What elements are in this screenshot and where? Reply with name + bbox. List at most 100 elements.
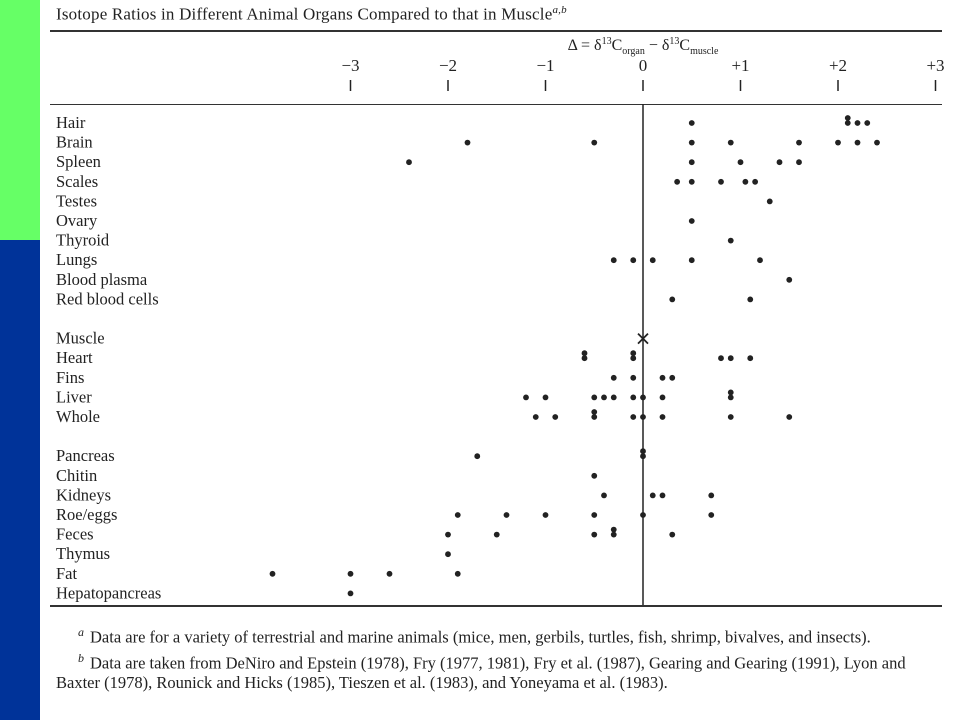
data-point bbox=[718, 178, 724, 185]
axis-title-minus: − δ bbox=[645, 37, 670, 54]
chart-title-text: Isotope Ratios in Different Animal Organ… bbox=[56, 4, 553, 24]
data-point bbox=[649, 257, 656, 264]
data-point bbox=[610, 526, 617, 533]
row-label: Chitin bbox=[56, 466, 97, 485]
data-point bbox=[610, 531, 617, 538]
data-point bbox=[406, 159, 412, 166]
data-point bbox=[630, 414, 637, 420]
axis-title: Δ = δ13Corgan − δ13Cmuscle bbox=[568, 36, 719, 57]
data-point bbox=[659, 414, 666, 420]
footnote-a-mark: a bbox=[78, 625, 84, 639]
data-point bbox=[649, 492, 656, 499]
data-point bbox=[474, 453, 481, 460]
data-point bbox=[742, 178, 749, 185]
data-point bbox=[640, 453, 646, 460]
data-point bbox=[591, 139, 598, 146]
row-label: Heart bbox=[56, 348, 93, 367]
data-point bbox=[669, 374, 676, 381]
row-label: Testes bbox=[56, 191, 97, 210]
data-point bbox=[630, 350, 637, 357]
data-point bbox=[454, 512, 461, 518]
data-point bbox=[610, 374, 617, 381]
axis-title-iso2: 13 bbox=[669, 36, 679, 47]
muscle-reference-marker bbox=[637, 332, 649, 345]
chart-title-footnote-marks: a,b bbox=[552, 4, 567, 16]
header-rule bbox=[50, 104, 942, 105]
row-label: Spleen bbox=[56, 152, 101, 171]
row-label: Ovary bbox=[56, 211, 98, 230]
footnote-b: b Data are taken from DeNiro and Epstein … bbox=[56, 648, 946, 694]
data-point bbox=[552, 414, 559, 420]
row-label: Roe/eggs bbox=[56, 505, 117, 524]
data-point bbox=[591, 414, 598, 420]
data-point bbox=[542, 394, 549, 401]
row-label: Whole bbox=[56, 407, 100, 426]
data-point bbox=[737, 159, 744, 166]
data-point bbox=[610, 257, 617, 264]
data-point bbox=[532, 414, 539, 420]
slide-accent-bar-bottom bbox=[0, 240, 40, 720]
data-point bbox=[688, 257, 695, 264]
data-point bbox=[591, 472, 598, 479]
row-label: Fat bbox=[56, 564, 78, 583]
data-point bbox=[864, 120, 871, 126]
top-rule bbox=[50, 30, 942, 32]
row-label: Lungs bbox=[56, 250, 97, 269]
slide-accent-bar-top bbox=[0, 0, 40, 240]
row-label: Muscle bbox=[56, 329, 105, 348]
data-point bbox=[727, 355, 734, 362]
x-tick-label: −3 bbox=[341, 56, 359, 75]
data-point bbox=[347, 590, 354, 597]
data-point bbox=[445, 551, 451, 558]
row-label: Red blood cells bbox=[56, 289, 159, 308]
chart-title: Isotope Ratios in Different Animal Organ… bbox=[56, 4, 567, 25]
data-point bbox=[835, 139, 841, 146]
data-point bbox=[854, 139, 861, 146]
data-point bbox=[708, 512, 715, 518]
x-tick-label: +3 bbox=[926, 56, 944, 75]
data-point bbox=[493, 531, 500, 538]
data-point bbox=[752, 178, 759, 185]
row-label: Liver bbox=[56, 387, 92, 406]
data-point bbox=[601, 394, 607, 401]
data-point bbox=[688, 218, 695, 224]
data-point bbox=[844, 115, 851, 121]
data-point bbox=[659, 394, 666, 401]
data-point bbox=[708, 492, 715, 499]
row-label: Scales bbox=[56, 172, 98, 191]
data-point bbox=[757, 257, 763, 264]
axis-title-iso1: 13 bbox=[602, 36, 612, 47]
data-point bbox=[786, 276, 793, 283]
data-point bbox=[747, 355, 754, 362]
data-point bbox=[581, 350, 588, 357]
data-point bbox=[674, 178, 681, 185]
data-point bbox=[766, 198, 773, 205]
data-point bbox=[445, 531, 451, 538]
data-point bbox=[854, 120, 861, 126]
data-point bbox=[727, 414, 734, 420]
x-tick-label: +1 bbox=[731, 56, 749, 75]
row-label: Pancreas bbox=[56, 446, 115, 465]
data-point bbox=[727, 394, 734, 401]
x-tick-label: −2 bbox=[439, 56, 457, 75]
data-point bbox=[727, 389, 734, 396]
row-label: Thymus bbox=[56, 544, 110, 563]
row-label: Kidneys bbox=[56, 485, 111, 504]
data-point bbox=[786, 414, 793, 420]
axis-title-c1: C bbox=[612, 37, 623, 54]
x-axis-ticks: −3 −2 −1 0 +1 +2 +3 bbox=[341, 56, 945, 91]
data-point bbox=[844, 120, 851, 126]
row-label: Feces bbox=[56, 525, 94, 544]
data-point bbox=[610, 394, 617, 401]
data-point bbox=[640, 512, 646, 518]
data-point bbox=[659, 374, 666, 381]
axis-title-sub2: muscle bbox=[690, 46, 719, 57]
data-point bbox=[640, 448, 646, 455]
footnote-b-text: Data are taken from DeNiro and Epstein (… bbox=[56, 653, 906, 692]
footnotes: a Data are for a variety of terrestrial a… bbox=[56, 622, 946, 693]
data-point bbox=[688, 178, 695, 185]
data-point bbox=[454, 570, 461, 577]
data-point bbox=[591, 409, 598, 415]
data-point bbox=[796, 139, 802, 146]
